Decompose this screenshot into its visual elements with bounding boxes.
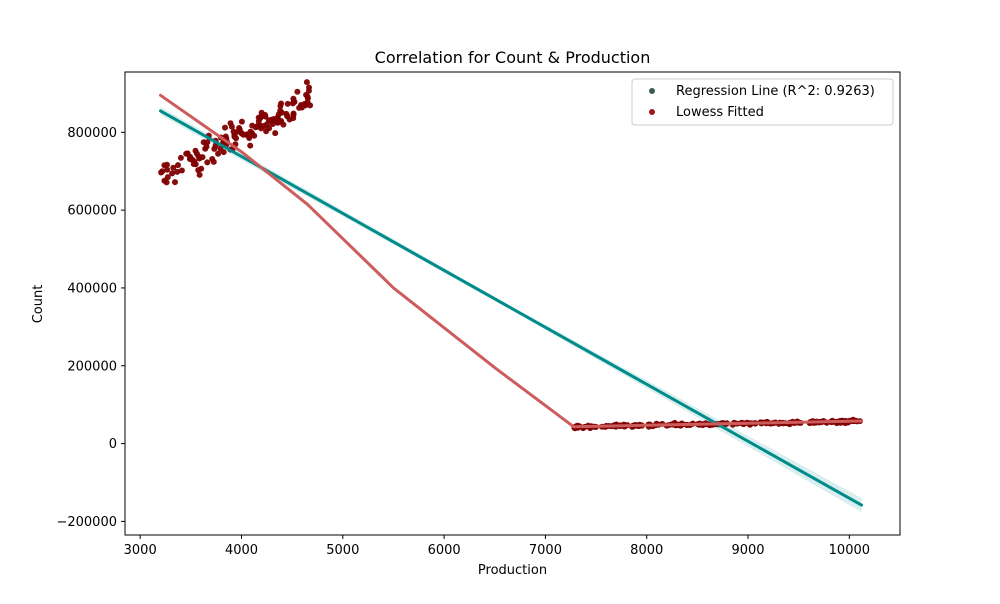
chart-title: Correlation for Count & Production — [375, 48, 651, 67]
data-point — [159, 168, 166, 175]
data-point — [169, 170, 176, 177]
x-axis-label: Production — [478, 563, 547, 578]
legend-box — [631, 78, 894, 126]
data-point — [172, 179, 178, 186]
data-point — [290, 98, 297, 105]
data-point — [196, 171, 203, 178]
data-point — [251, 132, 258, 139]
x-tick-label: 8000 — [630, 543, 663, 558]
data-point — [284, 100, 291, 107]
y-tick-label: 200000 — [67, 359, 117, 374]
y-tick-label: 600000 — [67, 204, 117, 219]
y-tick-label: 800000 — [67, 126, 117, 141]
y-axis-label: Count — [31, 285, 46, 324]
data-point — [196, 155, 203, 162]
legend-label-regression: Regression Line (R^2: 0.9263) — [676, 84, 875, 99]
data-point — [247, 128, 254, 135]
data-point — [174, 168, 181, 175]
x-tick-label: 6000 — [428, 543, 461, 558]
y-tick-label: 400000 — [67, 281, 117, 296]
data-point — [303, 79, 310, 86]
data-point — [257, 115, 264, 122]
legend: Regression Line (R^2: 0.9263) Lowess Fit… — [631, 78, 894, 126]
data-point — [227, 120, 234, 127]
data-point — [275, 111, 282, 118]
data-point — [161, 177, 168, 184]
data-point — [204, 159, 211, 166]
data-point — [263, 128, 270, 135]
legend-marker-lowess — [649, 109, 655, 115]
data-point — [220, 149, 227, 156]
x-tick-label: 5000 — [326, 543, 359, 558]
data-point — [294, 88, 301, 95]
fit-lines — [158, 93, 864, 507]
x-tick-label: 3000 — [124, 543, 157, 558]
data-point — [262, 113, 269, 120]
data-point — [198, 165, 205, 172]
data-point — [161, 162, 168, 169]
data-point — [177, 154, 184, 161]
data-point — [164, 166, 171, 173]
data-point — [277, 103, 284, 109]
y-tick-label: 0 — [109, 437, 117, 452]
data-point — [274, 119, 281, 126]
data-point — [283, 110, 290, 117]
lowess-line — [159, 93, 863, 429]
data-point — [305, 87, 312, 94]
data-point — [184, 150, 191, 157]
data-point — [269, 121, 276, 127]
plot-area-frame — [124, 71, 901, 536]
y-tick-label: −200000 — [56, 515, 117, 530]
data-point — [222, 124, 228, 131]
x-tick-label: 7000 — [529, 543, 562, 558]
legend-label-lowess: Lowess Fitted — [676, 105, 764, 120]
y-axis: −200000 0 200000 400000 600000 800000 — [56, 126, 125, 530]
legend-marker-regression — [649, 88, 655, 94]
data-point — [233, 135, 239, 142]
data-point — [258, 109, 265, 116]
x-axis: 3000 4000 5000 6000 7000 8000 9000 10000 — [124, 535, 870, 558]
data-point — [304, 93, 311, 100]
data-point — [215, 150, 222, 157]
data-point — [209, 156, 216, 162]
data-point — [272, 130, 279, 137]
data-point — [265, 117, 272, 124]
data-point — [188, 156, 195, 163]
data-point — [200, 139, 207, 146]
data-point — [247, 142, 254, 149]
data-point — [299, 104, 305, 111]
data-point — [175, 162, 181, 169]
data-point — [290, 110, 297, 117]
data-point — [178, 167, 185, 174]
x-tick-label: 10000 — [829, 543, 870, 558]
data-point — [238, 118, 245, 125]
regression-line — [158, 109, 864, 507]
data-point — [238, 130, 245, 137]
x-tick-label: 4000 — [225, 543, 258, 558]
data-point — [202, 145, 209, 152]
x-tick-label: 9000 — [731, 543, 764, 558]
data-point — [170, 164, 177, 171]
data-point — [252, 124, 259, 131]
data-point — [236, 125, 243, 131]
